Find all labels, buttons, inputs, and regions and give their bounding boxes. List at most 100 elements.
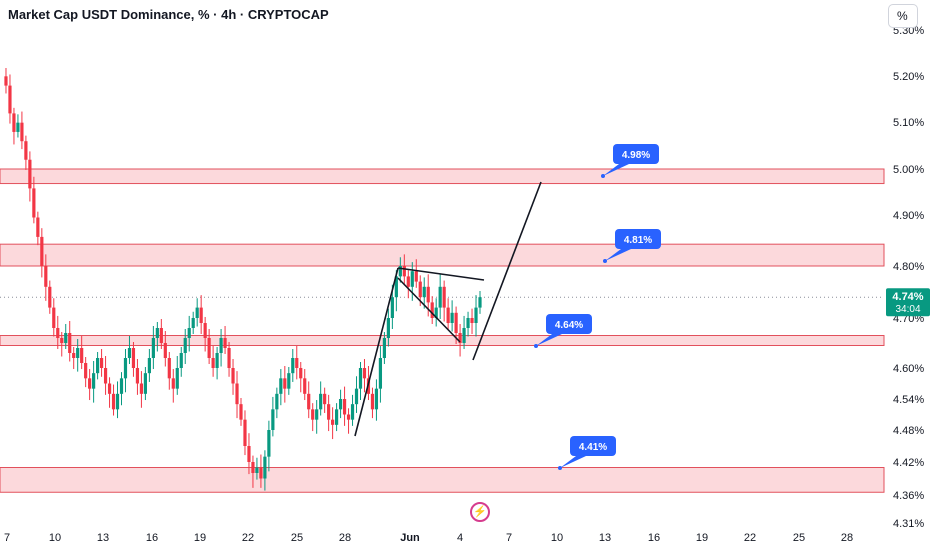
candle-body <box>119 378 124 394</box>
candle-body <box>454 312 458 333</box>
candle-body <box>80 348 84 363</box>
candle-body <box>199 307 203 323</box>
x-axis-tick-label: 13 <box>599 532 611 544</box>
candle-body <box>438 286 442 308</box>
candle-body <box>32 188 36 218</box>
candle-body <box>20 122 24 142</box>
lightning-icon[interactable]: ⚡ <box>470 502 490 522</box>
trend-line <box>354 267 399 437</box>
trend-line <box>472 181 542 361</box>
candle-body <box>175 368 179 389</box>
candle-body <box>462 328 466 343</box>
candle-body <box>219 338 223 353</box>
support-resistance-zone <box>0 335 885 346</box>
x-axis-tick-label: 16 <box>146 532 158 544</box>
callout-pointer <box>536 334 562 346</box>
candle-body <box>342 399 347 415</box>
candle-body <box>271 409 275 430</box>
candle-body <box>68 333 72 353</box>
x-axis-tick-label: Jun <box>400 532 420 544</box>
y-axis-tick-label: 4.54% <box>893 394 924 406</box>
candle-body <box>215 353 219 368</box>
candle-body <box>267 430 271 457</box>
callout-pointer <box>560 456 586 468</box>
callout-anchor-dot <box>558 466 562 470</box>
candle-body <box>362 368 367 379</box>
candle-body <box>335 409 339 425</box>
candles <box>4 67 482 491</box>
x-axis-tick-label: 25 <box>291 532 303 544</box>
candle-body <box>187 328 191 338</box>
candle-body <box>8 85 12 114</box>
candle-body <box>139 383 144 394</box>
support-resistance-zone <box>0 243 885 267</box>
current-price-value: 4.74% <box>892 291 923 303</box>
x-axis-tick-label: 22 <box>242 532 254 544</box>
callout-anchor-dot <box>601 174 605 178</box>
candle-body <box>48 286 52 308</box>
x-axis-tick-label: 10 <box>551 532 563 544</box>
candle-body <box>107 383 112 394</box>
candle-body <box>275 393 279 410</box>
candle-body <box>147 358 151 374</box>
bar-countdown: 34:04 <box>895 304 920 315</box>
candle-body <box>442 286 446 308</box>
callout-label: 4.98% <box>622 150 650 161</box>
candle-body <box>247 446 251 462</box>
candle-body <box>346 414 351 420</box>
x-axis-tick-label: 19 <box>696 532 708 544</box>
y-axis-tick-label: 5.20% <box>893 71 924 83</box>
candle-body <box>283 378 287 389</box>
candle-body <box>315 409 319 420</box>
x-axis-tick-label: 10 <box>49 532 61 544</box>
candle-body <box>422 286 426 298</box>
candle-body <box>394 276 398 298</box>
percent-scale-button[interactable]: % <box>888 4 918 28</box>
support-resistance-zone <box>0 168 885 185</box>
candle-body <box>406 276 410 287</box>
x-axis-tick-label: 16 <box>648 532 660 544</box>
candle-body <box>211 358 215 368</box>
candle-body <box>127 348 132 358</box>
candle-body <box>84 363 88 379</box>
x-axis-tick-label: 25 <box>793 532 805 544</box>
candle-body <box>350 404 355 420</box>
x-axis-tick-label: 13 <box>97 532 109 544</box>
chart-title: Market Cap USDT Dominance, % · 4h · CRYP… <box>8 7 329 22</box>
candle-body <box>231 368 235 384</box>
candle-body <box>40 236 44 266</box>
candle-body <box>60 338 64 343</box>
candle-body <box>155 328 159 338</box>
candle-body <box>72 353 76 358</box>
candle-body <box>207 338 211 358</box>
callout-box <box>613 144 659 164</box>
x-axis-tick-label: 4 <box>457 532 463 544</box>
candle-body <box>386 318 390 338</box>
candle-body <box>446 307 450 323</box>
candle-body <box>111 393 116 410</box>
candle-body <box>374 388 379 410</box>
candle-body <box>358 368 363 389</box>
candle-body <box>64 333 68 343</box>
callout-anchor-dot <box>603 259 607 263</box>
y-axis-tick-label: 4.80% <box>893 261 924 273</box>
candle-body <box>319 393 323 410</box>
candle-body <box>418 281 422 298</box>
candle-body <box>36 217 40 237</box>
candle-body <box>354 388 359 405</box>
candle-body <box>235 383 239 405</box>
candle-body <box>12 113 16 132</box>
candle-body <box>402 266 406 277</box>
x-axis-tick-label: 19 <box>194 532 206 544</box>
y-axis-tick-label: 4.90% <box>893 210 924 222</box>
candle-body <box>239 404 243 420</box>
x-axis-tick-label: 7 <box>506 532 512 544</box>
candle-body <box>135 368 140 384</box>
candle-body <box>307 393 311 410</box>
candle-body <box>323 393 327 405</box>
candle-body <box>295 358 299 368</box>
candle-body <box>179 353 183 368</box>
candle-body <box>398 266 402 277</box>
